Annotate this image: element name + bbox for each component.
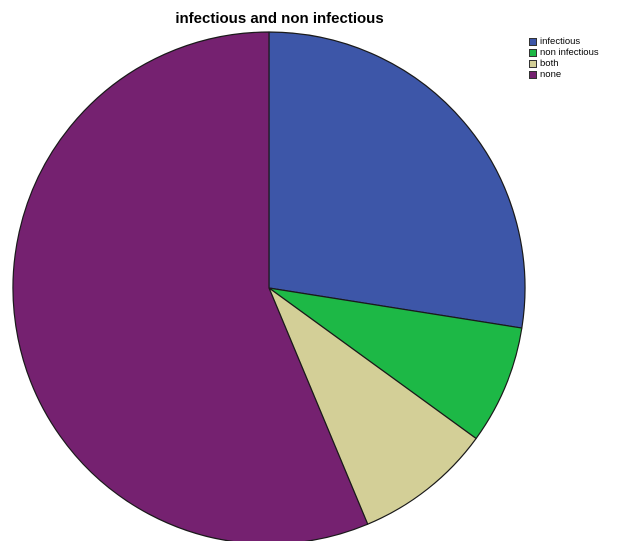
- legend-swatch: [529, 70, 537, 79]
- chart-legend: infectious non infectious both none: [529, 36, 599, 80]
- legend-label: infectious: [540, 36, 581, 47]
- legend-swatch: [529, 48, 537, 57]
- legend-swatch: [529, 59, 537, 68]
- legend-item-infectious: infectious: [529, 36, 599, 47]
- chart-title: infectious and non infectious: [175, 10, 384, 27]
- pie-slice-both: [268, 287, 477, 525]
- legend-item-both: both: [529, 58, 599, 69]
- legend-item-none: none: [529, 69, 599, 80]
- pie-slice-non-infectious: [268, 287, 523, 440]
- pie-slice-none: [12, 31, 369, 541]
- legend-label: both: [540, 58, 559, 69]
- legend-label: none: [540, 69, 562, 80]
- legend-swatch: [529, 37, 537, 46]
- legend-label: non infectious: [540, 47, 599, 58]
- pie-slice-infectious: [268, 31, 526, 329]
- legend-item-non-infectious: non infectious: [529, 47, 599, 58]
